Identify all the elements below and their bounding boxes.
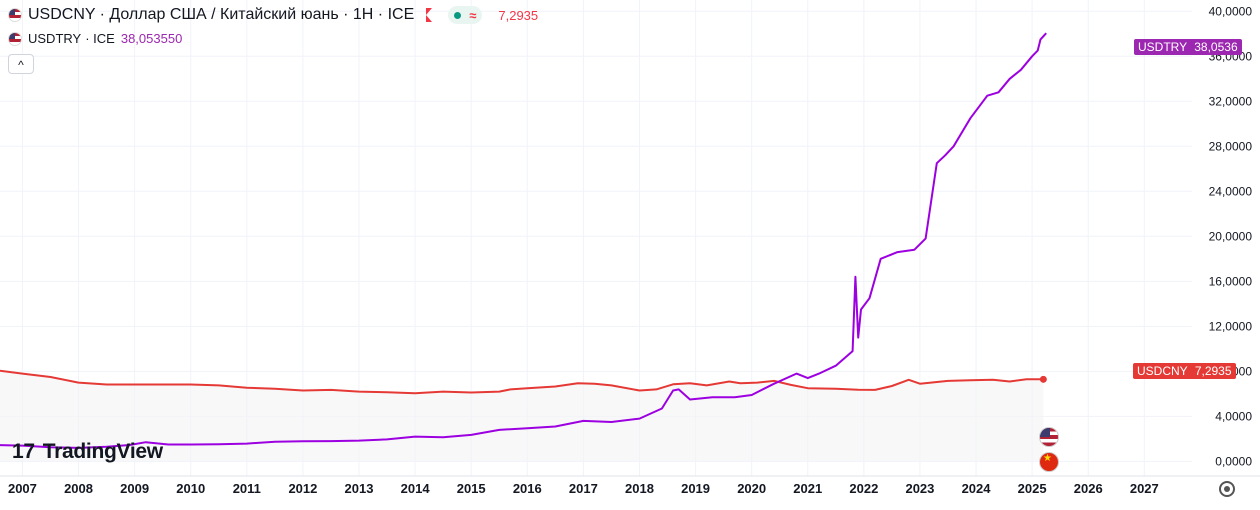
y-tick-label: 4,0000 xyxy=(1215,409,1252,423)
usdcny-area xyxy=(0,370,1044,462)
x-tick-label: 2021 xyxy=(793,481,822,496)
legend-usdcny[interactable]: USDCNY · Доллар США / Китайский юань · 1… xyxy=(8,6,538,24)
x-tick-label: 2011 xyxy=(233,481,261,496)
legend-usdtry-name: · ICE xyxy=(85,31,115,46)
usdcny-flag-icon xyxy=(8,8,22,22)
x-tick-label: 2026 xyxy=(1074,481,1103,496)
us-flag-icon[interactable] xyxy=(1039,427,1059,447)
legend-usdcny-symbol: USDCNY xyxy=(28,6,96,23)
market-status-pill[interactable]: ≈ xyxy=(448,6,483,24)
x-tick-label: 2008 xyxy=(64,481,93,496)
usdtry-tag-label: USDTRY xyxy=(1138,40,1187,54)
usdcny-last-point xyxy=(1039,375,1047,383)
x-tick-label: 2013 xyxy=(345,481,374,496)
y-tick-label: 40,0000 xyxy=(1209,4,1253,18)
status-dot-icon xyxy=(454,11,462,19)
x-tick-label: 2018 xyxy=(625,481,654,496)
x-tick-label: 2009 xyxy=(120,481,149,496)
x-tick-label: 2019 xyxy=(681,481,710,496)
x-tick-label: 2025 xyxy=(1018,481,1047,496)
red-flag-icon[interactable] xyxy=(426,8,433,22)
collapse-legend-button[interactable]: ^ xyxy=(8,54,34,74)
legend-usdtry[interactable]: USDTRY · ICE 38,053550 xyxy=(8,31,182,46)
approx-icon: ≈ xyxy=(469,7,477,23)
usdcny-tag-value: 7,2935 xyxy=(1194,364,1232,378)
x-tick-label: 2014 xyxy=(401,481,431,496)
tradingview-mark-icon: 17 xyxy=(12,440,35,463)
x-tick-label: 2012 xyxy=(288,481,317,496)
usdcny-tag-label: USDCNY xyxy=(1137,364,1188,378)
y-tick-label: 12,0000 xyxy=(1209,319,1253,333)
x-tick-label: 2007 xyxy=(8,481,37,496)
tradingview-logo-text: TradingView xyxy=(42,440,163,463)
usdcny-price-tag: USDCNY 7,2935 xyxy=(1133,363,1236,379)
legend-usdtry-symbol: USDTRY xyxy=(28,31,82,46)
usdtry-tag-value: 38,0536 xyxy=(1194,40,1238,54)
tradingview-logo[interactable]: 17 TradingView xyxy=(12,440,163,464)
x-tick-label: 2015 xyxy=(457,481,486,496)
x-tick-label: 2017 xyxy=(569,481,598,496)
y-tick-label: 28,0000 xyxy=(1209,139,1253,153)
y-tick-label: 0,0000 xyxy=(1215,454,1252,468)
y-tick-label: 20,0000 xyxy=(1209,229,1253,243)
x-tick-label: 2027 xyxy=(1130,481,1159,496)
x-tick-label: 2022 xyxy=(849,481,878,496)
usdtry-price-tag: USDTRY 38,0536 xyxy=(1134,39,1242,55)
settings-gear-icon[interactable] xyxy=(1219,481,1235,497)
series-line-usdtry xyxy=(0,32,1047,449)
y-tick-label: 24,0000 xyxy=(1209,184,1253,198)
x-tick-label: 2016 xyxy=(513,481,542,496)
chevron-up-icon: ^ xyxy=(18,58,24,72)
x-tick-label: 2020 xyxy=(737,481,766,496)
legend-usdcny-price: 7,2935 xyxy=(498,7,539,23)
series-line-usdcny xyxy=(0,369,1044,395)
y-tick-label: 32,0000 xyxy=(1209,94,1253,108)
y-tick-label: 16,0000 xyxy=(1209,274,1253,288)
x-tick-label: 2010 xyxy=(176,481,205,496)
x-tick-label: 2023 xyxy=(905,481,934,496)
x-tick-label: 2024 xyxy=(962,481,992,496)
china-flag-icon[interactable] xyxy=(1039,452,1059,472)
legend-usdcny-name: · Доллар США / Китайский юань · 1H · ICE xyxy=(99,6,415,23)
usdtry-flag-icon xyxy=(8,31,22,46)
legend-usdtry-price: 38,053550 xyxy=(120,31,183,46)
